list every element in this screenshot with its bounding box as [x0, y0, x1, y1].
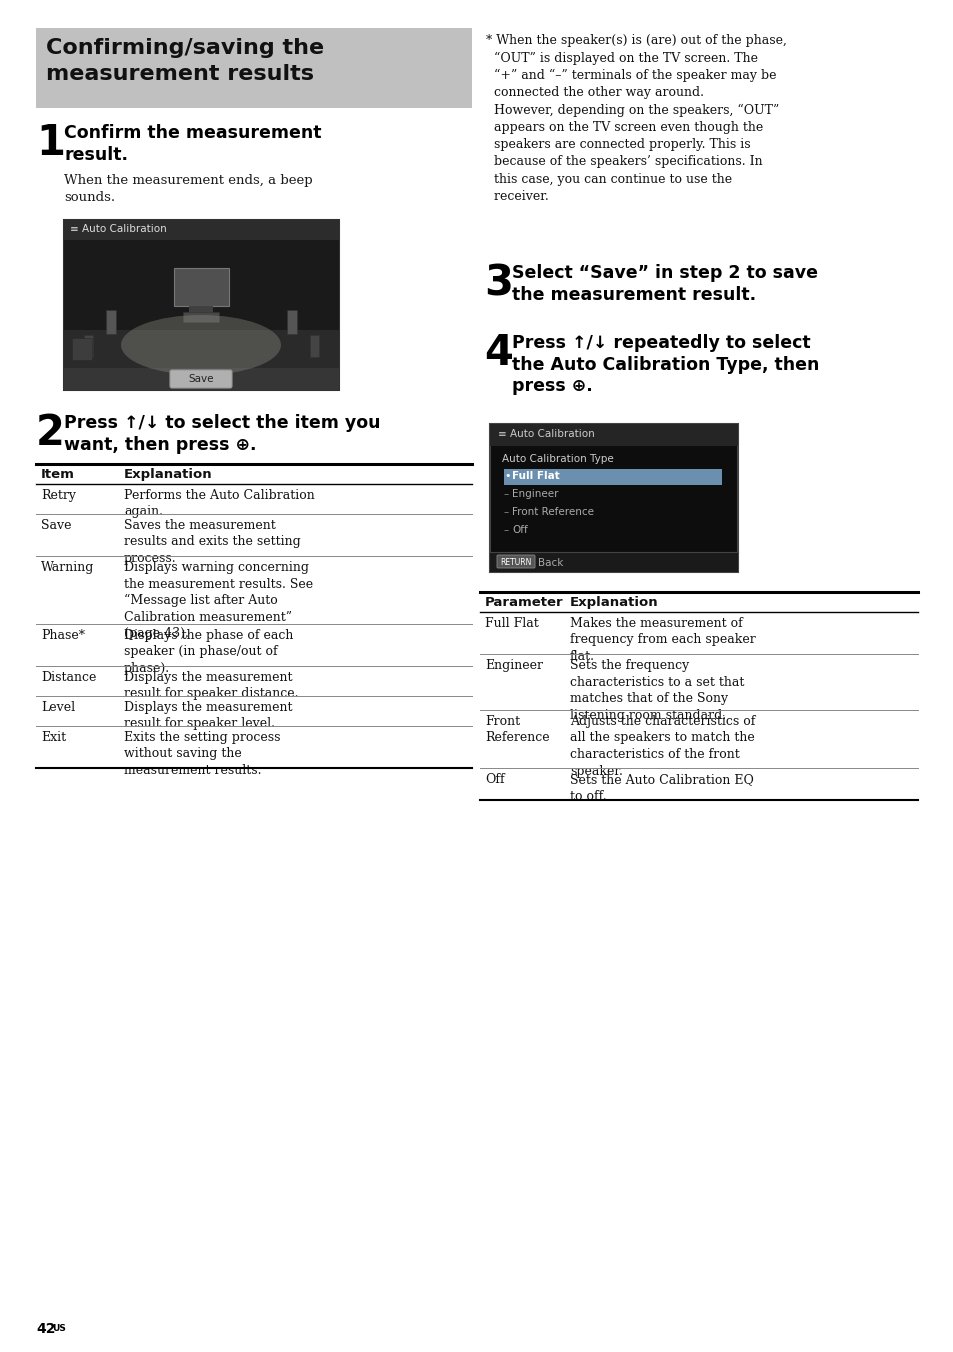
Text: Press ↑/↓ to select the item you
want, then press ⊕.: Press ↑/↓ to select the item you want, t…: [64, 414, 380, 453]
Text: Back: Back: [537, 558, 563, 568]
Bar: [64, 220, 338, 241]
Text: ≡ Auto Calibration: ≡ Auto Calibration: [497, 429, 594, 439]
Text: Item: Item: [41, 468, 74, 481]
Text: Retry: Retry: [41, 489, 76, 502]
Text: Front Reference: Front Reference: [512, 507, 594, 516]
Text: Save: Save: [188, 375, 213, 384]
Text: Displays warning concerning
the measurement results. See
“Message list after Aut: Displays warning concerning the measurem…: [124, 561, 313, 641]
Text: Displays the phase of each
speaker (in phase/out of
phase).: Displays the phase of each speaker (in p…: [124, 629, 294, 675]
Text: Sets the Auto Calibration EQ
to off.: Sets the Auto Calibration EQ to off.: [569, 773, 753, 803]
Text: Adjusts the characteristics of
all the speakers to match the
characteristics of : Adjusts the characteristics of all the s…: [569, 715, 755, 777]
Text: Makes the measurement of
frequency from each speaker
flat.: Makes the measurement of frequency from …: [569, 617, 755, 662]
Bar: [287, 310, 296, 334]
Text: ≡ Auto Calibration: ≡ Auto Calibration: [70, 224, 167, 234]
Text: Engineer: Engineer: [484, 658, 542, 672]
Text: Saves the measurement
results and exits the setting
process.: Saves the measurement results and exits …: [124, 519, 300, 565]
Text: Off: Off: [512, 525, 527, 535]
Bar: [490, 425, 738, 446]
Text: •: •: [503, 470, 510, 481]
Text: –: –: [503, 489, 509, 499]
Text: Select “Save” in step 2 to save
the measurement result.: Select “Save” in step 2 to save the meas…: [512, 264, 817, 303]
Text: Off: Off: [484, 773, 504, 786]
Text: Full Flat: Full Flat: [512, 470, 559, 481]
Text: Parameter: Parameter: [484, 596, 563, 608]
Bar: [490, 552, 738, 572]
Text: Press ↑/↓ repeatedly to select
the Auto Calibration Type, then
press ⊕.: Press ↑/↓ repeatedly to select the Auto …: [512, 334, 819, 395]
Text: Warning: Warning: [41, 561, 94, 575]
Text: Explanation: Explanation: [124, 468, 213, 481]
Bar: [71, 338, 91, 360]
Bar: [189, 306, 213, 314]
Text: RETURN: RETURN: [499, 558, 531, 566]
Text: Explanation: Explanation: [569, 596, 658, 608]
FancyBboxPatch shape: [170, 370, 232, 388]
Text: Front
Reference: Front Reference: [484, 715, 549, 744]
Text: Exits the setting process
without saving the
measurement results.: Exits the setting process without saving…: [124, 731, 280, 777]
Text: Displays the measurement
result for speaker distance.: Displays the measurement result for spea…: [124, 671, 298, 700]
Text: When the measurement ends, a beep
sounds.: When the measurement ends, a beep sounds…: [64, 174, 313, 204]
Text: * When the speaker(s) is (are) out of the phase,
  “OUT” is displayed on the TV : * When the speaker(s) is (are) out of th…: [485, 34, 786, 203]
Text: 3: 3: [483, 262, 513, 304]
Text: Phase*: Phase*: [41, 629, 85, 642]
Text: –: –: [503, 525, 509, 535]
Text: Sets the frequency
characteristics to a set that
matches that of the Sony
listen: Sets the frequency characteristics to a …: [569, 658, 743, 722]
Bar: [36, 28, 472, 108]
Text: Performs the Auto Calibration
again.: Performs the Auto Calibration again.: [124, 489, 314, 519]
Bar: [503, 469, 721, 485]
Bar: [106, 310, 116, 334]
Text: 42: 42: [36, 1322, 55, 1336]
Text: Engineer: Engineer: [512, 489, 558, 499]
Text: Confirming/saving the: Confirming/saving the: [46, 38, 324, 58]
Text: Displays the measurement
result for speaker level.: Displays the measurement result for spea…: [124, 700, 293, 730]
Ellipse shape: [121, 315, 281, 375]
Text: Confirm the measurement
result.: Confirm the measurement result.: [64, 124, 321, 164]
Bar: [173, 268, 229, 306]
Text: –: –: [503, 507, 509, 516]
Bar: [64, 220, 338, 389]
Bar: [310, 335, 318, 357]
Bar: [490, 425, 738, 572]
Text: Full Flat: Full Flat: [484, 617, 538, 630]
Text: 2: 2: [36, 412, 65, 454]
Bar: [64, 368, 338, 389]
Text: Save: Save: [41, 519, 71, 531]
Bar: [183, 312, 219, 322]
Bar: [84, 335, 92, 357]
Bar: [64, 241, 338, 330]
Text: Exit: Exit: [41, 731, 66, 744]
Text: Distance: Distance: [41, 671, 96, 684]
Bar: [64, 330, 338, 375]
Text: measurement results: measurement results: [46, 64, 314, 84]
Text: 1: 1: [36, 122, 65, 164]
Text: 4: 4: [483, 333, 513, 375]
Text: Level: Level: [41, 700, 75, 714]
Text: Auto Calibration Type: Auto Calibration Type: [501, 454, 613, 464]
Text: US: US: [52, 1324, 66, 1333]
FancyBboxPatch shape: [497, 556, 535, 568]
